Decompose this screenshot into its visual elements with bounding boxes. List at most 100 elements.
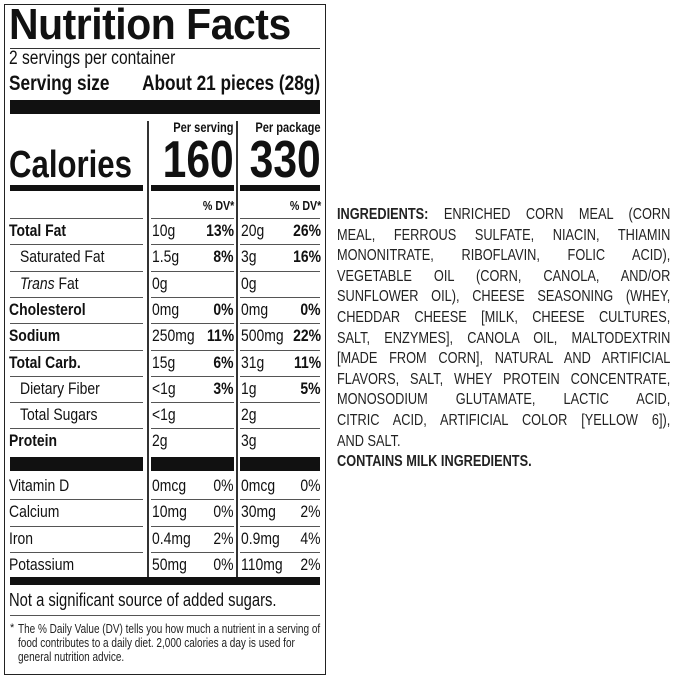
divider <box>10 402 143 404</box>
ingredients-line: MONOSODIUM GLUTAMATE, LACTIC ACID, <box>337 391 671 409</box>
package-amount: 0mg <box>241 300 274 320</box>
package-dv-text: 22% <box>293 326 321 346</box>
package-amount-text: 0mcg <box>241 476 276 495</box>
package-dv-text: 0% <box>300 476 321 495</box>
serving-dv-text: 0% <box>213 476 234 495</box>
column-divider <box>147 121 149 577</box>
package-amount-text: 20g <box>241 221 265 240</box>
serving-dv-text: 3% <box>213 378 234 398</box>
serving-amount-text: 250mg <box>152 326 195 346</box>
nutrient-name-text: Total Fat <box>9 221 66 241</box>
divider <box>151 244 234 246</box>
serving-dv-text: 0% <box>213 554 234 574</box>
package-amount: 0g <box>241 274 260 294</box>
divider <box>10 615 320 616</box>
package-dv: 11% <box>288 353 321 373</box>
trans-italic: Trans <box>20 273 55 293</box>
allergen-statement: CONTAINS MILK INGREDIENTS. <box>337 453 532 471</box>
divider <box>240 349 320 351</box>
nutrient-name-label: Fat <box>54 273 79 293</box>
divider <box>10 551 143 553</box>
vitamin-name: Vitamin D <box>9 476 82 496</box>
package-dv: 22% <box>287 326 321 346</box>
calories-label: Calories <box>9 144 132 186</box>
nutrient-name-text: Total Carb. <box>9 353 81 373</box>
serving-dv-text: 0% <box>213 502 234 522</box>
package-amount: 500mg <box>241 326 293 346</box>
divider <box>240 402 320 404</box>
vitamin-name-text: Vitamin D <box>9 476 70 495</box>
servings-per-container: 2 servings per container <box>9 48 176 69</box>
added-sugars-note: Not a significant source of added sugars… <box>9 590 277 610</box>
divider <box>10 499 143 501</box>
package-amount-text: 500mg <box>241 326 284 346</box>
divider <box>240 244 320 246</box>
package-amount: 0.9mg <box>241 529 288 549</box>
divider <box>10 270 143 272</box>
package-amount: 1g <box>241 379 260 399</box>
nutrient-name: Sodium <box>9 326 71 346</box>
package-dv-text: 4% <box>300 528 321 548</box>
divider <box>10 428 143 430</box>
nutrient-name: Trans Fat <box>20 274 92 294</box>
serving-amount: 50mg <box>152 555 195 575</box>
divider <box>10 349 143 351</box>
divider <box>151 349 234 351</box>
ingredients-line: AND SALT. <box>337 432 401 450</box>
package-dv: 5% <box>296 379 321 399</box>
nutrient-name-text: Protein <box>9 431 57 451</box>
package-dv-text: 26% <box>293 221 321 240</box>
ingredients-line: ENRICHED CORN MEAL (CORN <box>443 206 671 223</box>
serving-dv: 11% <box>201 326 234 346</box>
calories-per-package: 330 <box>249 131 321 189</box>
vitamin-name-text: Iron <box>9 528 34 548</box>
ingredients-heading: INGREDIENTS: <box>337 206 429 223</box>
calories-divider <box>151 185 234 191</box>
divider <box>151 323 234 325</box>
divider <box>240 296 320 298</box>
divider <box>240 375 320 377</box>
serving-dv: 0% <box>209 300 234 320</box>
package-dv: 2% <box>296 555 321 575</box>
package-dv: 0% <box>296 300 321 320</box>
package-dv-text: 16% <box>293 247 321 267</box>
thick-divider <box>151 457 234 471</box>
ingredients-text: INGREDIENTS: ENRICHED CORN MEAL (CORN ME… <box>337 205 670 473</box>
divider <box>10 244 143 246</box>
serving-amount-text: <1g <box>152 378 176 398</box>
ingredients-line: CHEDDAR CHEESE [MILK, CHEESE CULTURES, <box>337 308 671 326</box>
serving-amount: 0mcg <box>152 476 194 496</box>
label-title: Nutrition Facts <box>9 0 291 49</box>
serving-amount: 10mg <box>152 502 195 522</box>
serving-amount: 10g <box>152 221 180 241</box>
divider <box>151 270 234 272</box>
serving-amount: 1.5g <box>152 247 185 267</box>
nutrient-name-label: Total Carb. <box>9 352 81 372</box>
divider <box>10 375 143 377</box>
serving-amount: 0g <box>152 274 171 294</box>
nutrient-name: Total Sugars <box>20 405 115 425</box>
serving-dv: 6% <box>209 353 234 373</box>
serving-dv: 0% <box>209 555 234 575</box>
per-package-header: Per package <box>255 120 321 135</box>
package-dv: 16% <box>287 247 321 267</box>
ingredients-line: MONONITRATE, RIBOFLAVIN, FOLIC ACID), <box>337 247 671 265</box>
divider <box>240 270 320 272</box>
footnote-mark: * <box>10 622 15 634</box>
package-amount-text: 31g <box>241 352 265 372</box>
footnote: The % Daily Value (DV) tells you how muc… <box>18 622 321 664</box>
vitamin-name-text: Potassium <box>9 554 75 574</box>
package-dv-text: 5% <box>300 378 321 398</box>
package-dv: 2% <box>296 502 321 522</box>
package-amount: 3g <box>241 431 260 451</box>
divider <box>151 218 234 219</box>
package-amount: 31g <box>241 353 269 373</box>
thick-divider <box>10 100 320 114</box>
ingredients-line: SALT, ENZYMES], CANOLA OIL, MALTODEXTRIN <box>337 329 671 347</box>
vitamin-name: Calcium <box>9 502 70 522</box>
divider <box>10 218 143 219</box>
divider <box>240 525 320 527</box>
nutrient-name-text: Total Sugars <box>20 405 97 425</box>
serving-dv-text: 6% <box>213 352 234 372</box>
serving-size-value: About 21 pieces (28g) <box>142 72 320 95</box>
